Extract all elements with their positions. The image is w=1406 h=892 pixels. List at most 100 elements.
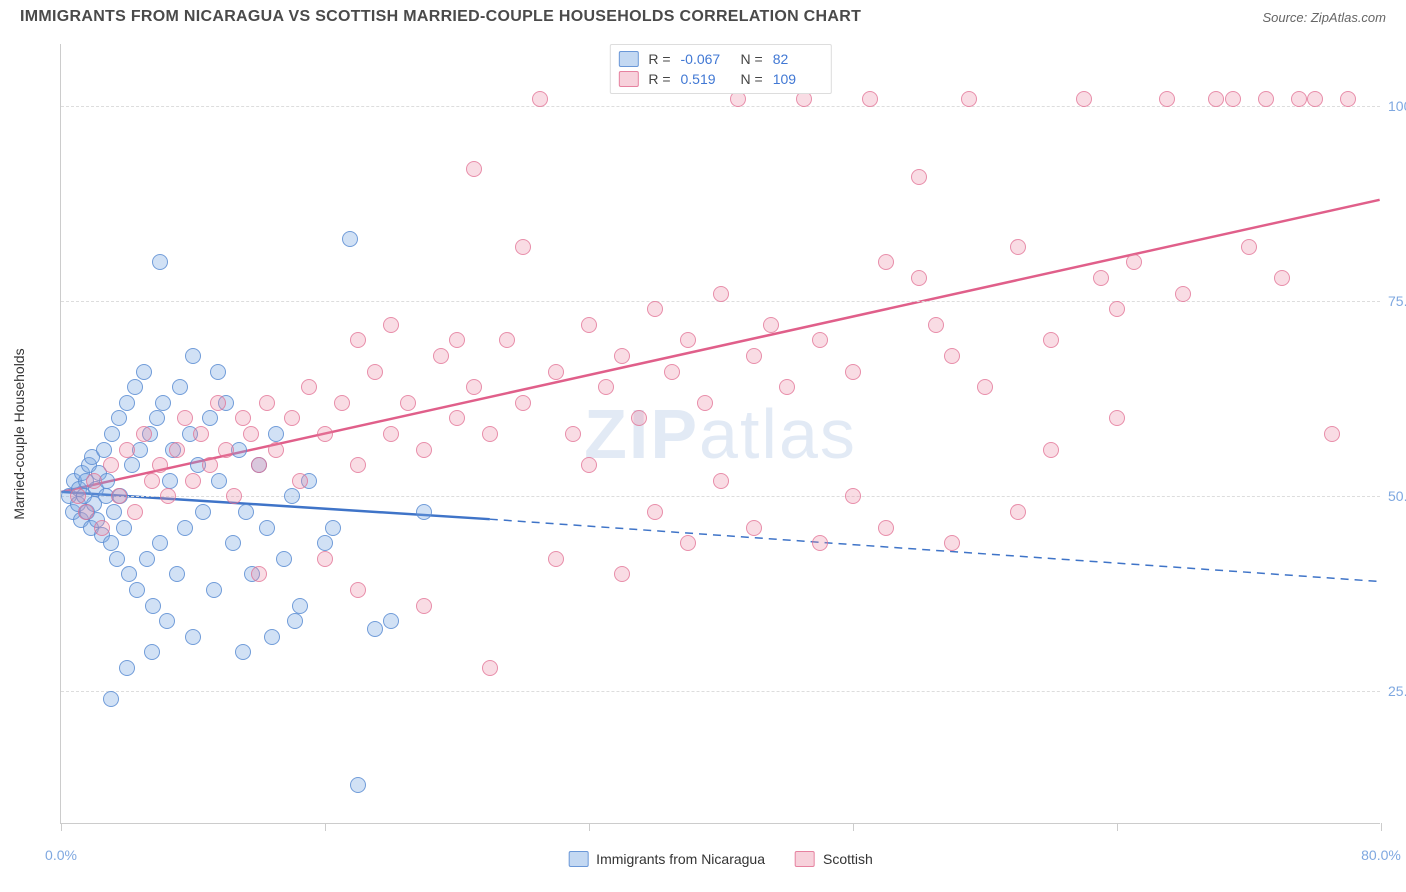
data-point	[416, 504, 432, 520]
data-point	[1043, 332, 1059, 348]
data-point	[1010, 239, 1026, 255]
data-point	[680, 535, 696, 551]
data-point	[614, 566, 630, 582]
data-point	[185, 348, 201, 364]
xtick	[61, 823, 62, 831]
data-point	[631, 410, 647, 426]
n-value-nicaragua: 82	[773, 51, 823, 67]
data-point	[647, 301, 663, 317]
data-point	[581, 457, 597, 473]
r-value-scottish: 0.519	[681, 71, 731, 87]
data-point	[548, 551, 564, 567]
data-point	[697, 395, 713, 411]
data-point	[581, 317, 597, 333]
data-point	[449, 410, 465, 426]
data-point	[664, 364, 680, 380]
data-point	[96, 442, 112, 458]
data-point	[1175, 286, 1191, 302]
data-point	[243, 426, 259, 442]
data-point	[416, 598, 432, 614]
data-point	[449, 332, 465, 348]
data-point	[284, 410, 300, 426]
correlation-legend: R = -0.067 N = 82 R = 0.519 N = 109	[609, 44, 831, 94]
data-point	[713, 286, 729, 302]
data-point	[121, 566, 137, 582]
r-label: R =	[648, 71, 670, 87]
source-prefix: Source:	[1262, 10, 1310, 25]
ytick-label: 100.0%	[1388, 98, 1406, 114]
data-point	[145, 598, 161, 614]
data-point	[325, 520, 341, 536]
data-point	[144, 644, 160, 660]
data-point	[152, 535, 168, 551]
data-point	[614, 348, 630, 364]
swatch-pink-icon	[795, 851, 815, 867]
xtick-label: 0.0%	[45, 847, 77, 863]
data-point	[1225, 91, 1241, 107]
data-point	[149, 410, 165, 426]
data-point	[103, 691, 119, 707]
data-point	[350, 582, 366, 598]
data-point	[177, 520, 193, 536]
data-point	[124, 457, 140, 473]
data-point	[193, 426, 209, 442]
data-point	[195, 504, 211, 520]
watermark-rest: atlas	[699, 395, 857, 473]
n-label: N =	[741, 51, 763, 67]
data-point	[136, 426, 152, 442]
data-point	[944, 535, 960, 551]
legend-label-nicaragua: Immigrants from Nicaragua	[596, 851, 765, 867]
data-point	[334, 395, 350, 411]
data-point	[1126, 254, 1142, 270]
legend-label-scottish: Scottish	[823, 851, 873, 867]
data-point	[1274, 270, 1290, 286]
scatter-chart: Married-couple Households ZIPatlas R = -…	[60, 44, 1380, 824]
data-point	[350, 332, 366, 348]
gridline	[61, 496, 1380, 497]
data-point	[548, 364, 564, 380]
data-point	[210, 364, 226, 380]
data-point	[1159, 91, 1175, 107]
watermark: ZIPatlas	[584, 394, 857, 474]
data-point	[1241, 239, 1257, 255]
data-point	[482, 660, 498, 676]
data-point	[159, 613, 175, 629]
data-point	[961, 91, 977, 107]
data-point	[1109, 410, 1125, 426]
data-point	[206, 582, 222, 598]
data-point	[647, 504, 663, 520]
watermark-bold: ZIP	[584, 395, 699, 473]
data-point	[466, 161, 482, 177]
data-point	[155, 395, 171, 411]
data-point	[210, 395, 226, 411]
legend-row-nicaragua: R = -0.067 N = 82	[618, 49, 822, 69]
data-point	[416, 442, 432, 458]
data-point	[911, 270, 927, 286]
data-point	[1307, 91, 1323, 107]
r-label: R =	[648, 51, 670, 67]
legend-item-nicaragua: Immigrants from Nicaragua	[568, 851, 765, 867]
data-point	[350, 457, 366, 473]
data-point	[911, 169, 927, 185]
data-point	[119, 660, 135, 676]
data-point	[862, 91, 878, 107]
data-point	[845, 364, 861, 380]
data-point	[94, 520, 110, 536]
xtick	[1117, 823, 1118, 831]
data-point	[235, 644, 251, 660]
xtick	[1381, 823, 1382, 831]
data-point	[129, 582, 145, 598]
y-axis-label: Married-couple Households	[11, 348, 27, 519]
data-point	[162, 473, 178, 489]
data-point	[287, 613, 303, 629]
data-point	[119, 395, 135, 411]
data-point	[763, 317, 779, 333]
data-point	[1208, 91, 1224, 107]
data-point	[268, 426, 284, 442]
data-point	[152, 254, 168, 270]
data-point	[202, 410, 218, 426]
data-point	[779, 379, 795, 395]
data-point	[238, 504, 254, 520]
data-point	[1093, 270, 1109, 286]
data-point	[119, 442, 135, 458]
